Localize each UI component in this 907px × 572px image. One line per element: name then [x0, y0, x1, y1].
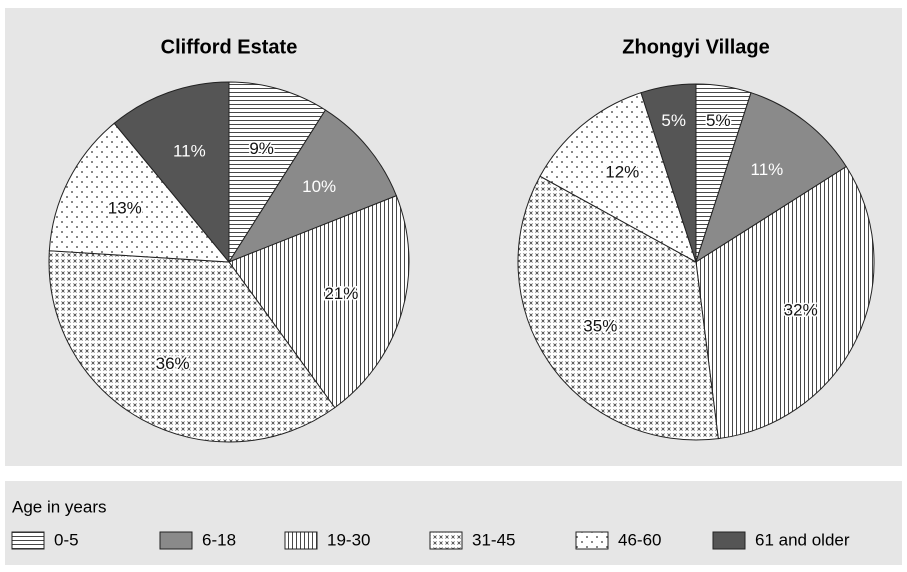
- data-label: 13%: [108, 198, 142, 217]
- legend-swatch: [712, 531, 746, 550]
- pie-slice: [227, 109, 398, 264]
- legend-swatch: [284, 531, 318, 550]
- chart-title: Clifford Estate: [161, 36, 298, 58]
- data-label: 11%: [751, 160, 784, 179]
- pie-slice: [517, 175, 719, 441]
- legend-swatch: [11, 531, 45, 550]
- data-label: 35%: [583, 317, 617, 336]
- legend-label: 6-18: [202, 530, 236, 549]
- pie-slice: [228, 195, 410, 409]
- data-label: 11%: [173, 141, 206, 160]
- legend-swatch: [159, 531, 193, 550]
- data-label: 5%: [706, 111, 731, 130]
- legend-label: 19-30: [327, 530, 370, 549]
- legend-title: Age in years: [12, 497, 107, 516]
- data-label: 5%: [661, 111, 686, 130]
- legend-label: 0-5: [54, 530, 79, 549]
- legend-swatch: [429, 531, 463, 550]
- data-label: 21%: [324, 284, 358, 303]
- data-label: 12%: [605, 162, 639, 181]
- legend-label: 31-45: [472, 530, 515, 549]
- pie-slice: [48, 250, 336, 443]
- chart-title: Zhongyi Village: [622, 36, 769, 58]
- legend-panel: [5, 481, 902, 565]
- pie-slice: [539, 92, 697, 264]
- pie-slice: [113, 81, 230, 264]
- data-label: 32%: [784, 301, 818, 320]
- pie-slice: [640, 83, 697, 263]
- data-label: 36%: [156, 354, 190, 373]
- legend-label: 46-60: [618, 530, 661, 549]
- pie-slice: [695, 165, 875, 440]
- data-label: 9%: [249, 139, 274, 158]
- pie-slice: [228, 81, 327, 264]
- legend-swatch: [575, 531, 609, 550]
- legend-label: 61 and older: [755, 530, 850, 549]
- pie-slice: [695, 92, 847, 264]
- pie-slice: [48, 122, 231, 263]
- data-label: 10%: [302, 177, 336, 196]
